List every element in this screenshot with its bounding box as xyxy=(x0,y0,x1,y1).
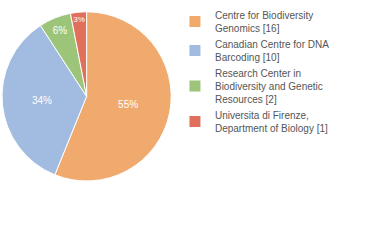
svg-text:3%: 3% xyxy=(73,15,85,24)
svg-text:34%: 34% xyxy=(32,95,52,106)
svg-text:Canadian Centre for DNABarcodi: Canadian Centre for DNABarcoding [10] xyxy=(215,39,329,63)
svg-text:Universita di Firenze,Departme: Universita di Firenze,Department of Biol… xyxy=(215,110,328,134)
svg-text:55%: 55% xyxy=(118,99,138,110)
svg-text:Research Center inBiodiversity: Research Center inBiodiversity and Genet… xyxy=(215,68,323,105)
svg-text:Centre for BiodiversityGenomic: Centre for BiodiversityGenomics [16] xyxy=(215,10,313,34)
svg-text:6%: 6% xyxy=(53,25,68,36)
